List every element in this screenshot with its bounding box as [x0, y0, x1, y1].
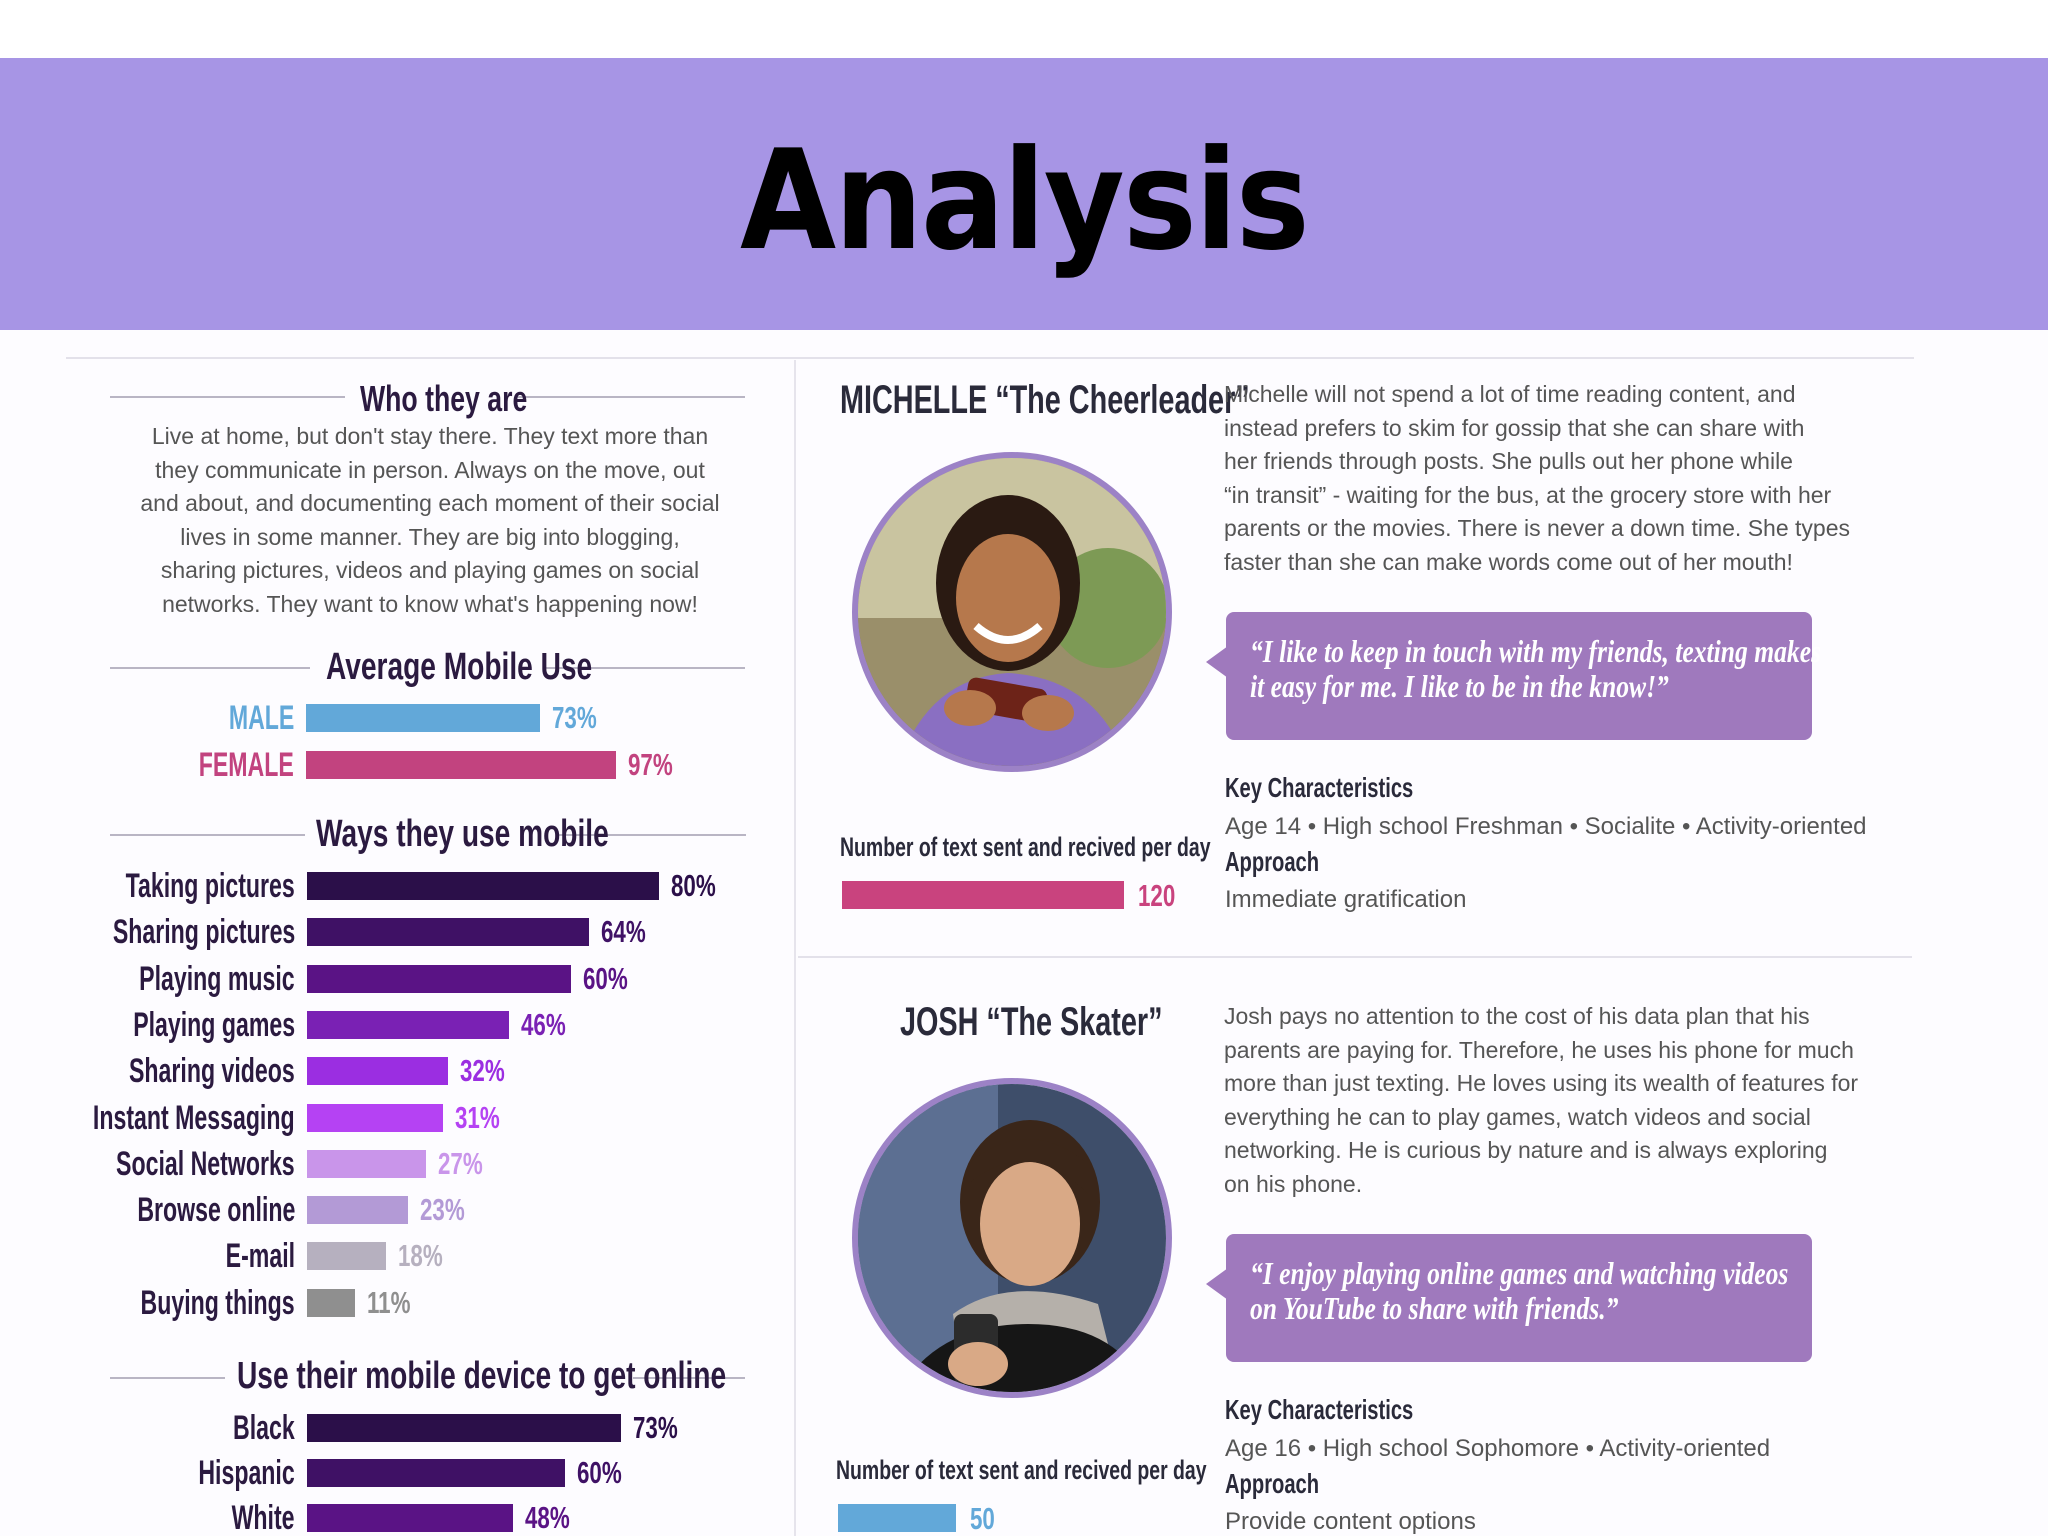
bar [307, 1196, 409, 1225]
bar-label: Instant Messaging [93, 1098, 295, 1137]
bar [307, 1242, 387, 1271]
josh-texts-bar [838, 1504, 956, 1532]
josh-quote-box: “I enjoy playing online games and watchi… [1206, 1234, 1812, 1362]
heading-rule-left [110, 667, 310, 669]
bar [307, 1504, 514, 1532]
michelle-photo [852, 452, 1172, 772]
bar [307, 1288, 356, 1317]
bar-value-label: 23% [420, 1192, 465, 1228]
bar-value-label: 18% [398, 1238, 443, 1274]
bar-label: Playing music [139, 959, 295, 998]
bar-label: Black [233, 1409, 295, 1447]
bar-value-label: 64% [600, 914, 646, 950]
bar-value-label: 73% [551, 700, 597, 735]
bar [307, 1149, 426, 1178]
josh-quote: “I enjoy playing online games and watchi… [1250, 1255, 1789, 1326]
who-they-are-text: Live at home, but don't stay there. They… [140, 423, 720, 617]
bar-value-label: 60% [583, 960, 628, 996]
heading-rule-left [110, 834, 305, 836]
bar-label: Buying things [140, 1283, 295, 1322]
bar [307, 918, 589, 947]
heading-rule-right [556, 834, 746, 836]
title-band [0, 58, 2048, 330]
bar-label: White [232, 1499, 295, 1537]
bar [307, 1414, 621, 1442]
josh-key-characteristics: Age 16 • High school Sophomore • Activit… [1225, 1435, 1771, 1462]
heading-rule-left [110, 1377, 225, 1379]
bar-label: MALE [228, 699, 294, 737]
persona-name-josh: JOSH “The Skater” [900, 1000, 1163, 1044]
michelle-approach: Immediate gratification [1225, 886, 1467, 913]
michelle-texts-value: 120 [1138, 878, 1176, 913]
bar-label: FEMALE [198, 746, 294, 784]
bar [307, 872, 659, 900]
bar-label: Taking pictures [125, 867, 295, 905]
get-online-heading: Use their mobile device to get online [237, 1355, 727, 1397]
column-divider [794, 360, 796, 1536]
bar-label: Sharing videos [129, 1052, 295, 1091]
heading-rule-right [515, 396, 745, 398]
bar-value-label: 48% [525, 1500, 571, 1535]
michelle-approach-heading: Approach [1225, 846, 1320, 877]
bar-value-label: 97% [628, 747, 674, 782]
bar [307, 1010, 510, 1039]
slide-title: Analysis [740, 120, 1310, 281]
michelle-texts-bar [842, 881, 1124, 909]
bar-label: Playing games [133, 1005, 295, 1044]
josh-description: Josh pays no attention to the cost of hi… [1224, 1003, 1859, 1197]
michelle-key-characteristics-heading: Key Characteristics [1225, 772, 1414, 803]
ways-they-use-mobile-heading: Ways they use mobile [316, 813, 609, 855]
bar-value-label: 11% [367, 1284, 411, 1320]
josh-texts-label: Number of text sent and recived per day [836, 1455, 1207, 1485]
bar [306, 704, 540, 732]
bar [307, 964, 571, 993]
josh-approach: Provide content options [1225, 1508, 1476, 1535]
bar-value-label: 80% [671, 868, 716, 903]
michelle-description: Michelle will not spend a lot of time re… [1224, 381, 1850, 575]
michelle-quote: “I like to keep in touch with my friends… [1250, 633, 1822, 704]
bar-value-label: 31% [455, 1099, 501, 1135]
who-they-are-heading: Who they are [360, 378, 528, 419]
bar [307, 1459, 565, 1487]
bar-value-label: 32% [459, 1053, 505, 1089]
bar-value-label: 46% [521, 1006, 567, 1042]
michelle-texts-label: Number of text sent and recived per day [840, 832, 1211, 862]
bar [307, 1057, 448, 1086]
bar-value-label: 27% [437, 1145, 483, 1181]
bar [306, 751, 617, 779]
bar-label: Social Networks [116, 1144, 295, 1183]
heading-rule-left [110, 396, 345, 398]
josh-photo [852, 1078, 1172, 1398]
bar [307, 1103, 444, 1132]
michelle-quote-box: “I like to keep in touch with my friends… [1206, 612, 1822, 740]
top-divider [66, 357, 1914, 359]
josh-approach-heading: Approach [1225, 1468, 1320, 1499]
bar-value-label: 60% [577, 1455, 622, 1490]
persona-divider [798, 956, 1912, 958]
michelle-key-characteristics: Age 14 • High school Freshman • Socialit… [1225, 813, 1867, 840]
persona-name-michelle: MICHELLE “The Cheerleader” [840, 378, 1250, 422]
josh-key-characteristics-heading: Key Characteristics [1225, 1394, 1414, 1425]
bar-value-label: 73% [632, 1410, 678, 1445]
person-silhouette-icon [858, 1084, 1166, 1392]
person-silhouette-icon [858, 458, 1166, 766]
heading-rule-right [545, 667, 745, 669]
bar-label: Hispanic [198, 1454, 295, 1492]
heading-rule-right [633, 1377, 745, 1379]
bar-label: Browse online [136, 1191, 295, 1230]
josh-texts-value: 50 [969, 1501, 995, 1536]
average-mobile-use-heading: Average Mobile Use [326, 646, 593, 688]
bar-label: Sharing pictures [112, 913, 295, 952]
bar-label: E-mail [225, 1237, 295, 1276]
